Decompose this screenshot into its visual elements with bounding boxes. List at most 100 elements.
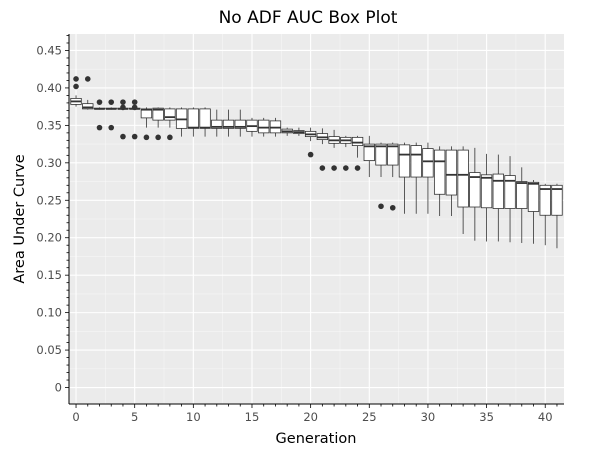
box-generation-16 (258, 117, 270, 137)
x-axis-title: Generation (276, 431, 357, 447)
outlier-point (319, 165, 326, 171)
y-tick-label: 0.15 (36, 268, 62, 282)
outlier-point (155, 134, 161, 141)
outlier-point (307, 151, 314, 158)
box-iqr (457, 149, 469, 208)
box-generation-17 (269, 117, 282, 137)
x-tick-label: 15 (245, 410, 260, 424)
box-generation-7 (152, 107, 164, 141)
box-generation-28 (398, 142, 411, 214)
box-iqr (211, 119, 223, 129)
outlier-point (131, 99, 138, 105)
box-generation-11 (199, 107, 211, 137)
outlier-point (84, 76, 91, 82)
box-generation-36 (492, 154, 504, 242)
outlier-point (96, 99, 103, 105)
box-iqr (387, 143, 399, 166)
box-generation-13 (222, 109, 235, 137)
box-generation-39 (527, 180, 540, 244)
box-generation-37 (504, 156, 516, 243)
y-axis-title: Area Under Curve (12, 154, 28, 283)
box-generation-19 (293, 127, 305, 136)
box-iqr (492, 173, 504, 209)
boxes-layer (70, 76, 563, 249)
outlier-point (108, 99, 115, 105)
y-tick-label: 0.30 (36, 156, 62, 170)
box-iqr (164, 108, 176, 121)
box-iqr (363, 143, 375, 161)
box-generation-15 (246, 117, 258, 137)
box-generation-21 (316, 128, 329, 171)
x-tick-label: 30 (421, 410, 436, 424)
box-iqr (433, 149, 446, 195)
box-generation-35 (480, 153, 493, 242)
box-generation-24 (351, 135, 364, 171)
box-iqr (351, 136, 364, 146)
box-iqr (82, 103, 94, 110)
box-generation-27 (387, 142, 399, 211)
box-iqr (469, 172, 481, 208)
box-generation-33 (457, 146, 469, 234)
box-generation-20 (304, 127, 317, 158)
box-generation-5 (129, 99, 141, 140)
box-iqr (222, 119, 235, 129)
y-tick-label: 0.20 (36, 231, 62, 245)
x-tick-label: 25 (362, 410, 377, 424)
x-tick-label: 10 (186, 410, 201, 424)
box-iqr (234, 119, 246, 129)
outlier-point (108, 124, 115, 131)
box-generation-10 (187, 107, 200, 137)
outlier-point (131, 133, 138, 140)
box-iqr (258, 119, 270, 134)
box-iqr (539, 184, 551, 216)
outlier-point (120, 104, 126, 111)
box-generation-9 (175, 107, 188, 137)
y-tick-label: 0.10 (36, 306, 62, 320)
outlier-point (120, 133, 126, 140)
box-iqr (422, 148, 434, 178)
outlier-point (96, 124, 103, 131)
box-generation-31 (433, 146, 446, 217)
outlier-point (143, 134, 150, 141)
box-iqr (187, 108, 200, 129)
box-generation-3 (105, 99, 117, 131)
box-iqr (527, 181, 540, 212)
box-generation-22 (328, 129, 340, 171)
y-axis-ticks: 0 0.05 0.10 0.15 0.20 0.25 0.30 0.35 0.40 0.45 (36, 35, 69, 395)
box-generation-25 (363, 135, 375, 178)
box-iqr (480, 174, 493, 209)
minor-gridlines (69, 34, 564, 404)
box-generation-12 (211, 109, 223, 137)
box-generation-14 (234, 109, 246, 137)
box-generation-29 (410, 142, 422, 214)
box-iqr (410, 145, 422, 178)
outlier-point (73, 83, 79, 90)
box-iqr (551, 184, 563, 216)
box-iqr (504, 175, 516, 209)
box-iqr (199, 108, 211, 129)
box-generation-34 (469, 147, 481, 241)
major-gridlines (69, 34, 564, 404)
box-generation-6 (140, 107, 153, 141)
x-tick-label: 35 (479, 410, 494, 424)
box-generation-23 (340, 135, 352, 171)
outlier-point (343, 165, 349, 171)
outlier-point (354, 165, 361, 171)
outlier-point (73, 76, 79, 82)
x-axis-ticks: 0 5 10 15 20 25 30 35 40 (72, 404, 558, 424)
y-tick-label: 0.40 (36, 81, 62, 95)
y-tick-label: 0.05 (36, 343, 62, 357)
x-tick-label: 20 (303, 410, 318, 424)
outlier-point (167, 134, 173, 141)
box-generation-4 (117, 99, 129, 140)
outlier-point (378, 203, 384, 210)
box-generation-38 (516, 167, 528, 243)
outlier-point (120, 99, 126, 105)
box-generation-1 (82, 76, 94, 110)
x-tick-label: 40 (538, 410, 553, 424)
y-tick-label: 0 (55, 381, 62, 395)
box-iqr (445, 149, 458, 196)
box-generation-18 (281, 127, 293, 136)
y-tick-label: 0.35 (36, 118, 62, 132)
